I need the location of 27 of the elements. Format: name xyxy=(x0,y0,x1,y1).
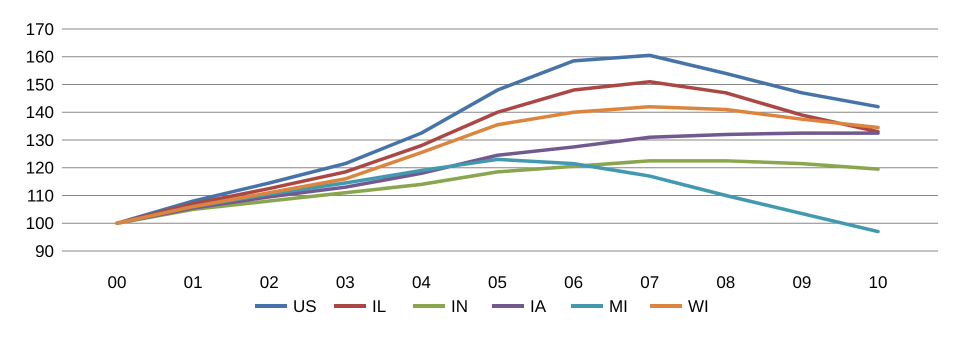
x-tick-label: 02 xyxy=(260,273,279,292)
legend-label: IL xyxy=(372,296,386,316)
legend-label: IN xyxy=(451,296,468,316)
x-tick-label: 08 xyxy=(716,273,736,292)
x-tick-label: 00 xyxy=(108,273,126,292)
y-tick-label: 120 xyxy=(26,158,54,178)
y-tick-label: 160 xyxy=(26,48,54,67)
y-tick-label: 100 xyxy=(26,214,54,234)
x-tick-label: 04 xyxy=(412,273,431,292)
y-tick-label: 130 xyxy=(26,130,54,150)
x-tick-label: 01 xyxy=(184,273,203,292)
x-tick-label: 06 xyxy=(564,273,584,292)
legend-label: US xyxy=(293,296,317,316)
y-tick-label: 110 xyxy=(26,186,54,206)
line-series xyxy=(115,104,880,225)
y-tick-label: 170 xyxy=(26,20,54,39)
x-tick-label: 05 xyxy=(488,273,507,292)
y-tick-label: 90 xyxy=(35,242,54,261)
y-tick-label: 150 xyxy=(26,75,54,94)
legend-label: IA xyxy=(530,296,547,316)
x-tick-label: 10 xyxy=(868,273,888,292)
x-tick-label: 07 xyxy=(640,273,660,292)
legend-label: MI xyxy=(609,296,628,316)
y-tick-label: 140 xyxy=(26,103,54,122)
legend-label: WI xyxy=(688,296,709,316)
x-tick-label: 09 xyxy=(792,273,812,292)
x-tick-label: 03 xyxy=(336,273,355,292)
